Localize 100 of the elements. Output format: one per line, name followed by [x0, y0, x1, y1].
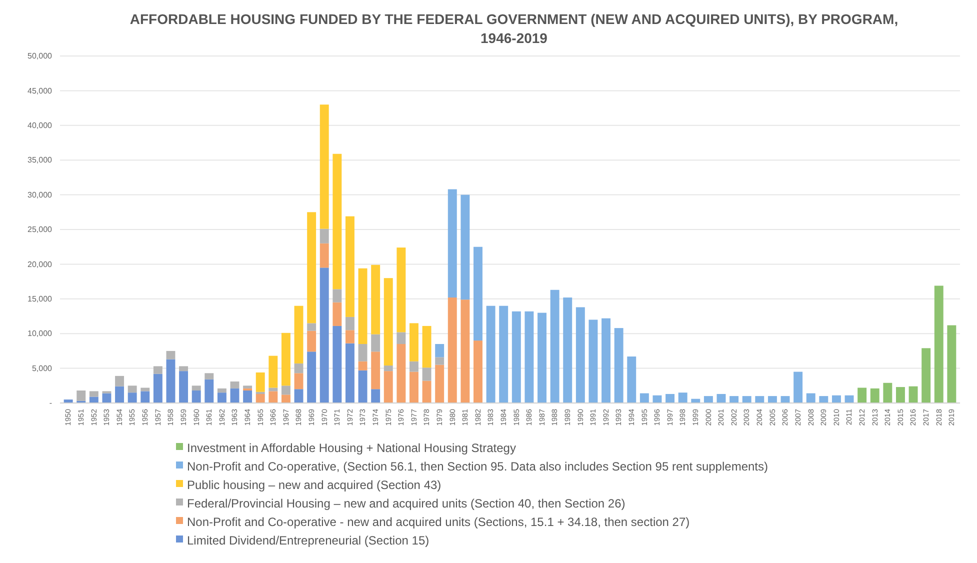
bar: [538, 312, 546, 403]
bar: [742, 396, 752, 403]
bar: [166, 350, 176, 360]
bar: [307, 323, 316, 331]
bar: [384, 278, 393, 366]
bar: [243, 388, 252, 391]
y-tick-label: 20,000: [28, 260, 53, 269]
bar: [678, 392, 688, 403]
bar: [384, 371, 393, 403]
bar: [294, 306, 304, 364]
bar: [179, 366, 188, 372]
bar: [806, 393, 816, 403]
bar: [410, 361, 418, 372]
y-tick-label: 35,000: [28, 156, 53, 165]
bar: [486, 306, 496, 403]
bar: [115, 386, 124, 403]
bar: [358, 268, 368, 344]
bar: [666, 394, 675, 403]
bar: [192, 390, 201, 403]
bar: [140, 391, 150, 403]
bar: [320, 104, 329, 229]
y-tick-label: 40,000: [28, 120, 53, 130]
bar: [307, 352, 316, 403]
bar: [281, 332, 290, 386]
bar: [371, 389, 380, 403]
bar: [410, 323, 418, 362]
bar: [153, 374, 162, 403]
bar: [128, 386, 137, 393]
bar: [281, 394, 290, 403]
bar: [614, 328, 624, 403]
bar: [358, 370, 368, 403]
bar: [588, 320, 598, 403]
bar: [204, 373, 214, 380]
bar: [550, 290, 560, 403]
bar: [474, 340, 482, 403]
bar: [832, 395, 841, 403]
chart-title: AFFORDABLE HOUSING FUNDED BY THE FEDERAL GOVERNMENT (NEW AND ACQUIRED UNITS), BY PROGRAM, 1946-2019: [130, 11, 898, 46]
bar: [384, 366, 393, 372]
bar: [268, 356, 278, 388]
bar: [602, 318, 610, 403]
bar: [704, 396, 713, 403]
bar: [819, 396, 828, 403]
legend-label: Limited Dividend/Entrepreneurial (Section 15): [187, 533, 430, 548]
bar: [371, 352, 380, 390]
y-tick-label: 45,000: [28, 86, 53, 96]
bar: [410, 372, 418, 403]
bar: [345, 343, 354, 403]
bar: [102, 393, 112, 403]
bar: [230, 381, 240, 388]
bar: [794, 372, 803, 403]
legend-label: Federal/Provincial Housing – new and acquired units (Section 40, then Section 26): [187, 496, 626, 510]
y-tick-label: 25,000: [28, 225, 53, 234]
bar: [166, 359, 176, 403]
bar: [115, 376, 124, 386]
bar: [217, 388, 226, 393]
bar: [448, 189, 457, 298]
bar: [76, 390, 86, 401]
bar: [422, 380, 432, 403]
bar: [204, 379, 214, 403]
bar: [908, 386, 918, 403]
bar: [332, 302, 342, 326]
bar: [474, 246, 482, 341]
legend-label: Investment in Affordable Housing + National Housing Strategy: [187, 440, 516, 455]
bar: [332, 326, 342, 403]
bar: [320, 228, 329, 244]
bar: [371, 264, 380, 334]
bar: [243, 386, 252, 388]
bar: [934, 286, 944, 403]
bar: [730, 396, 739, 403]
bar: [256, 394, 265, 403]
bar: [422, 368, 432, 381]
bar: [128, 392, 137, 403]
y-tick-label: 5,000: [32, 364, 53, 373]
bar: [192, 386, 201, 391]
bar: [396, 332, 406, 344]
y-tick-label: 10,000: [28, 329, 53, 338]
bar: [371, 334, 380, 352]
legend-label: Non-Profit and Co-operative, (Section 56.1, then Section 95. Data also includes Section 95 rent supplements): [187, 459, 768, 474]
bar: [448, 298, 457, 403]
bar: [627, 356, 636, 403]
bar: [512, 311, 521, 403]
bar: [883, 382, 892, 403]
bar: [755, 396, 764, 403]
bar: [422, 326, 432, 368]
bar: [922, 348, 931, 403]
bar: [345, 216, 354, 317]
y-tick-label: 50,000: [28, 52, 53, 61]
bar: [563, 298, 572, 403]
legend-label: Public housing – new and acquired (Section 43): [187, 478, 442, 492]
bar: [870, 388, 880, 403]
bar: [768, 396, 777, 403]
bar: [947, 325, 956, 403]
legend-label: Non-Profit and Co-operative - new and acquired units (Sections, 15.1 + 34.18, then section 27): [187, 514, 690, 529]
bar: [307, 212, 316, 324]
bar: [320, 243, 329, 268]
bar: [294, 389, 304, 403]
bar: [576, 307, 585, 403]
bar: [435, 344, 444, 358]
bar: [345, 316, 354, 330]
bar: [256, 372, 265, 392]
